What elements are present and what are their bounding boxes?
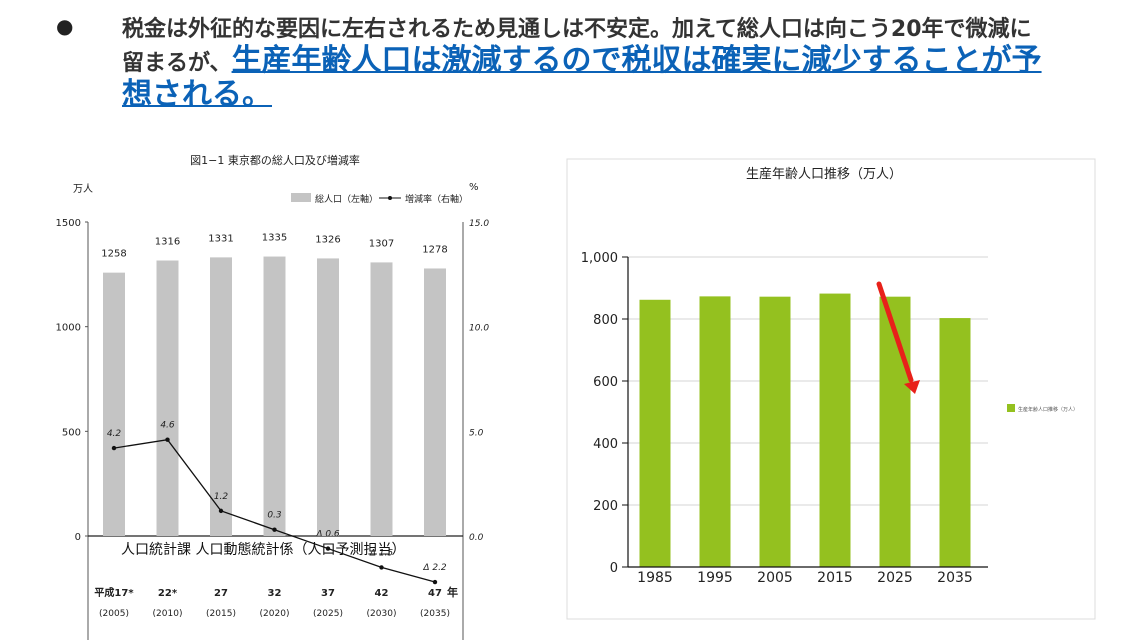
population-bar-label: 1258 <box>101 249 126 260</box>
rate-point <box>272 527 277 532</box>
right-xtick-label: 2015 <box>817 570 853 586</box>
right-xtick-label: 1995 <box>697 570 733 586</box>
working-age-population-chart: 生産年齢人口推移（万人） 0 200 400 600 800 1,000 1985 1995… <box>566 158 1096 620</box>
bullet-text-emphasis: 生産年齢人口は激減するので税収は確実に減少することが予想される。 <box>122 43 1042 112</box>
right-ytick-label: 15.0 <box>469 219 489 229</box>
right-legend-label: 生産年齢人口推移（万人） <box>1018 406 1078 413</box>
right-xtick-label: 2035 <box>937 570 973 586</box>
x-axis-suffix: 年 <box>447 585 458 599</box>
population-bar <box>424 268 446 536</box>
tokyo-population-chart: 図1−1 東京都の総人口及び増減率 万人 % 総人口（左軸） 増減率（右軸） 0… <box>56 153 489 640</box>
legend-line-label: 増減率（右軸） <box>405 193 468 205</box>
left-chart-title: 図1−1 東京都の総人口及び増減率 <box>190 153 360 167</box>
right-ytick-label: 200 <box>593 499 618 514</box>
era-year-label: 32 <box>268 588 282 599</box>
right-ytick-label: 0.0 <box>469 533 484 543</box>
decline-arrow <box>876 281 914 383</box>
western-year-label: (2025) <box>313 609 343 619</box>
population-bar-label: 1278 <box>422 244 447 255</box>
population-bar <box>370 262 393 536</box>
population-bar-label: 1316 <box>155 237 180 248</box>
rate-point <box>432 579 438 585</box>
right-axis-unit: % <box>469 182 479 193</box>
rate-label: Δ 2.2 <box>422 563 447 573</box>
population-bar-label: 1335 <box>262 233 287 244</box>
western-year-label: (2020) <box>260 609 290 619</box>
left-ytick-label: 0 <box>75 532 81 543</box>
rate-label: Δ 0.6 <box>315 530 340 540</box>
right-ytick-label: 800 <box>593 313 618 328</box>
era-year-label: 42 <box>375 588 389 599</box>
right-ytick-label: 5.0 <box>469 428 484 438</box>
bullet-dot: ● <box>56 14 74 38</box>
western-year-label: (2010) <box>153 609 183 619</box>
working-age-bar <box>819 293 851 567</box>
rate-point <box>218 508 224 514</box>
working-age-bar <box>699 296 731 567</box>
right-xtick-label: 1985 <box>637 570 673 586</box>
legend-line-marker <box>388 196 392 200</box>
population-bar <box>103 272 125 536</box>
rate-point <box>325 546 331 551</box>
rate-label: Δ 1.5 <box>369 548 394 558</box>
rate-label: 0.3 <box>267 511 282 521</box>
population-bar-label: 1307 <box>369 238 394 249</box>
right-legend-swatch <box>1007 404 1015 412</box>
right-ytick-label: 600 <box>593 375 618 390</box>
era-year-label: 27 <box>214 588 228 599</box>
population-bar <box>156 260 179 536</box>
right-ytick-label: 10.0 <box>469 324 489 334</box>
right-ytick-label: 1,000 <box>581 251 618 266</box>
right-xtick-label: 2005 <box>757 570 793 586</box>
rate-label: 4.6 <box>160 421 175 431</box>
left-axis-unit: 万人 <box>73 183 93 195</box>
rate-point <box>379 565 384 570</box>
left-chart-source: 人口統計課 人口動態統計係（人口予測担当） <box>121 542 405 558</box>
population-bar <box>317 258 339 536</box>
rate-point <box>111 445 117 451</box>
rate-label: 4.2 <box>107 429 122 439</box>
rate-point <box>165 437 170 442</box>
population-bar-label: 1331 <box>208 233 233 244</box>
western-year-label: (2035) <box>420 609 450 619</box>
left-ytick-label: 500 <box>62 427 81 438</box>
right-chart-title: 生産年齢人口推移（万人） <box>746 166 902 182</box>
era-year-label: 37 <box>321 588 335 599</box>
working-age-bar <box>879 296 911 567</box>
era-year-label: 47 <box>428 588 442 599</box>
working-age-bar <box>639 299 671 567</box>
right-ytick-label: 400 <box>593 437 618 452</box>
legend-bar-label: 総人口（左軸） <box>315 193 378 205</box>
bullet-text-plain: 税金は外征的な要因に左右されるため見通しは不安定。加えて総人口は向こう20年で微… <box>122 17 1032 76</box>
right-xtick-label: 2025 <box>877 570 913 586</box>
left-ytick-label: 1500 <box>56 218 81 229</box>
rate-label: 1.2 <box>214 492 229 502</box>
western-year-label: (2005) <box>99 609 129 619</box>
era-year-label: 22* <box>158 588 178 599</box>
western-year-label: (2030) <box>367 609 397 619</box>
legend-bar-swatch <box>291 193 311 202</box>
population-bar <box>210 257 232 536</box>
population-bar-label: 1326 <box>315 234 340 245</box>
right-ytick-label: 0 <box>610 561 618 576</box>
working-age-bar <box>759 296 791 567</box>
era-year-label: 平成17* <box>94 586 134 599</box>
working-age-bar <box>939 318 971 567</box>
population-bar <box>263 256 286 536</box>
left-ytick-label: 1000 <box>56 323 81 334</box>
bullet-text: 税金は外征的な要因に左右されるため見通しは不安定。加えて総人口は向こう20年で微… <box>122 14 1052 113</box>
western-year-label: (2015) <box>206 609 236 619</box>
decline-arrow-head <box>904 380 920 394</box>
